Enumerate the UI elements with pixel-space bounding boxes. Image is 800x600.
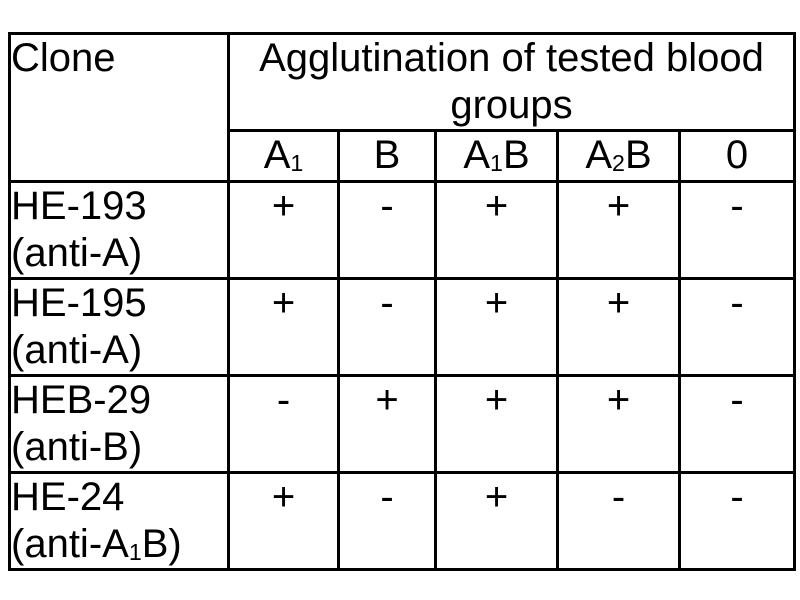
- clone-name: HE-24: [11, 475, 125, 520]
- value-cell: -: [678, 180, 796, 281]
- value-cell: +: [434, 374, 559, 475]
- column-header-0: 0: [678, 128, 796, 184]
- value-cell: +: [556, 374, 681, 475]
- column-header-label: B: [373, 132, 401, 177]
- clone-specificity: (anti-B): [11, 425, 143, 470]
- value-cell: -: [678, 374, 796, 475]
- value-cell: +: [434, 471, 559, 572]
- value-cell: -: [678, 471, 796, 572]
- clone-cell: HEB-29 (anti-B): [8, 374, 230, 475]
- column-header-b: B: [337, 128, 437, 184]
- column-header-label: A: [263, 132, 291, 177]
- table-row-he-24: HE-24 (anti-A1B) + - + - -: [8, 471, 796, 572]
- subscript: 2: [612, 149, 625, 176]
- clone-name: HE-193: [11, 184, 147, 229]
- value-cell: -: [337, 180, 437, 281]
- clone-column-header: Clone: [8, 31, 230, 184]
- agglutination-table: Clone Agglutination of tested blood grou…: [8, 31, 796, 572]
- clone-specificity: (anti-A): [11, 231, 143, 276]
- subscript: 1: [290, 149, 304, 176]
- table-row-he-193: HE-193 (anti-A) + - + + -: [8, 180, 796, 281]
- value-cell: +: [556, 180, 681, 281]
- header-row-blood-groups: A1 B A1B A2B 0: [10, 128, 796, 184]
- value-cell: +: [227, 471, 340, 572]
- clone-specificity: (anti-A): [11, 328, 143, 373]
- value-cell: +: [227, 180, 340, 281]
- clone-cell: HE-24 (anti-A1B): [8, 471, 230, 572]
- header-row-main: Clone Agglutination of tested blood grou…: [8, 31, 796, 184]
- column-header-label: 0: [725, 132, 749, 177]
- value-cell: +: [434, 277, 559, 378]
- value-cell: +: [556, 277, 681, 378]
- value-cell: -: [337, 277, 437, 378]
- column-header-a1b: A1B: [434, 128, 559, 184]
- table-row-he-195: HE-195 (anti-A) + - + + -: [8, 277, 796, 378]
- table-row-heb-29: HEB-29 (anti-B) - + + + -: [8, 374, 796, 475]
- value-cell: +: [434, 180, 559, 281]
- value-cell: -: [227, 374, 340, 475]
- value-cell: +: [227, 277, 340, 378]
- column-header-a1: A1: [227, 128, 340, 184]
- value-cell: +: [337, 374, 437, 475]
- clone-cell: HE-193 (anti-A): [8, 180, 230, 281]
- subscript: 1: [490, 149, 503, 176]
- clone-name: HEB-29: [11, 378, 152, 423]
- column-header-a2b: A2B: [556, 128, 681, 184]
- clone-cell: HE-195 (anti-A): [8, 277, 230, 378]
- column-header-label: A: [463, 132, 491, 177]
- value-cell: -: [556, 471, 681, 572]
- clone-specificity: (anti-A1B): [11, 522, 182, 567]
- value-cell: -: [337, 471, 437, 572]
- subscript: 1: [128, 539, 142, 566]
- clone-name: HE-195: [11, 281, 147, 326]
- value-cell: -: [678, 277, 796, 378]
- agglutination-group-header: Agglutination of tested blood groups: [227, 32, 796, 132]
- column-header-label: A: [585, 132, 613, 177]
